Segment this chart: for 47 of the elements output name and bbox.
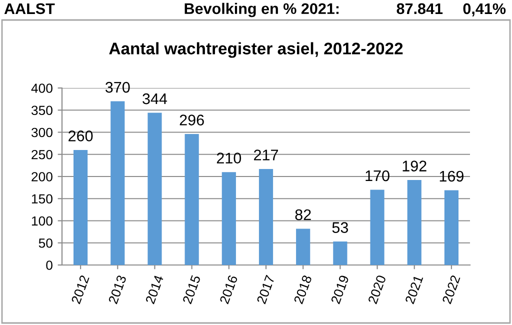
bar	[407, 180, 422, 265]
bar	[444, 190, 458, 265]
bar	[222, 172, 236, 265]
bar	[148, 112, 162, 265]
data-label: 170	[366, 170, 390, 182]
x-tick-label: 2014	[145, 274, 164, 304]
y-tick-label: 250	[32, 150, 52, 160]
text: 0,41%	[463, 3, 506, 16]
bar	[74, 150, 88, 265]
y-tick-label: 200	[32, 172, 52, 182]
data-label: 370	[105, 82, 130, 93]
text: AALST	[4, 3, 55, 14]
data-label: 210	[216, 152, 242, 164]
x-tick-label: 2021	[404, 274, 424, 304]
data-label: 169	[440, 170, 464, 182]
y-tick-label: 350	[31, 106, 52, 116]
data-label: 260	[68, 130, 93, 142]
data-label: 53	[332, 222, 348, 233]
text: 87.841	[396, 3, 443, 14]
y-tick-label: 50	[38, 238, 52, 248]
bar	[110, 101, 125, 265]
x-tick-label: 2013	[108, 274, 127, 304]
x-tick-label: 2016	[219, 274, 238, 304]
x-tick-label: 2015	[182, 274, 201, 304]
x-tick-label: 2020	[368, 274, 386, 304]
data-label: 344	[142, 93, 168, 104]
y-tick-label: 0	[46, 260, 52, 270]
y-tick-label: 100	[32, 216, 52, 226]
y-tick-label: 400	[31, 84, 52, 93]
x-tick-label: 2017	[256, 274, 275, 304]
x-tick-label: 2019	[330, 274, 350, 304]
y-tick-label: 300	[31, 128, 52, 138]
data-label: 296	[180, 114, 204, 126]
bar	[296, 228, 310, 265]
bar	[370, 190, 384, 265]
bar	[184, 134, 199, 265]
y-tick-label: 150	[32, 194, 52, 204]
text: Bevolking en % 2021:	[184, 2, 339, 18]
bar	[333, 242, 348, 265]
chart-title: Aantal wachtregister asiel, 2012-2022	[109, 42, 403, 58]
x-tick-label: 2012	[71, 274, 90, 304]
data-label: 82	[295, 209, 311, 220]
x-tick-label: 2018	[294, 274, 312, 304]
x-tick-label: 2022	[442, 274, 460, 304]
data-label: 217	[254, 150, 278, 160]
data-label: 192	[402, 160, 426, 172]
bar	[258, 168, 274, 265]
